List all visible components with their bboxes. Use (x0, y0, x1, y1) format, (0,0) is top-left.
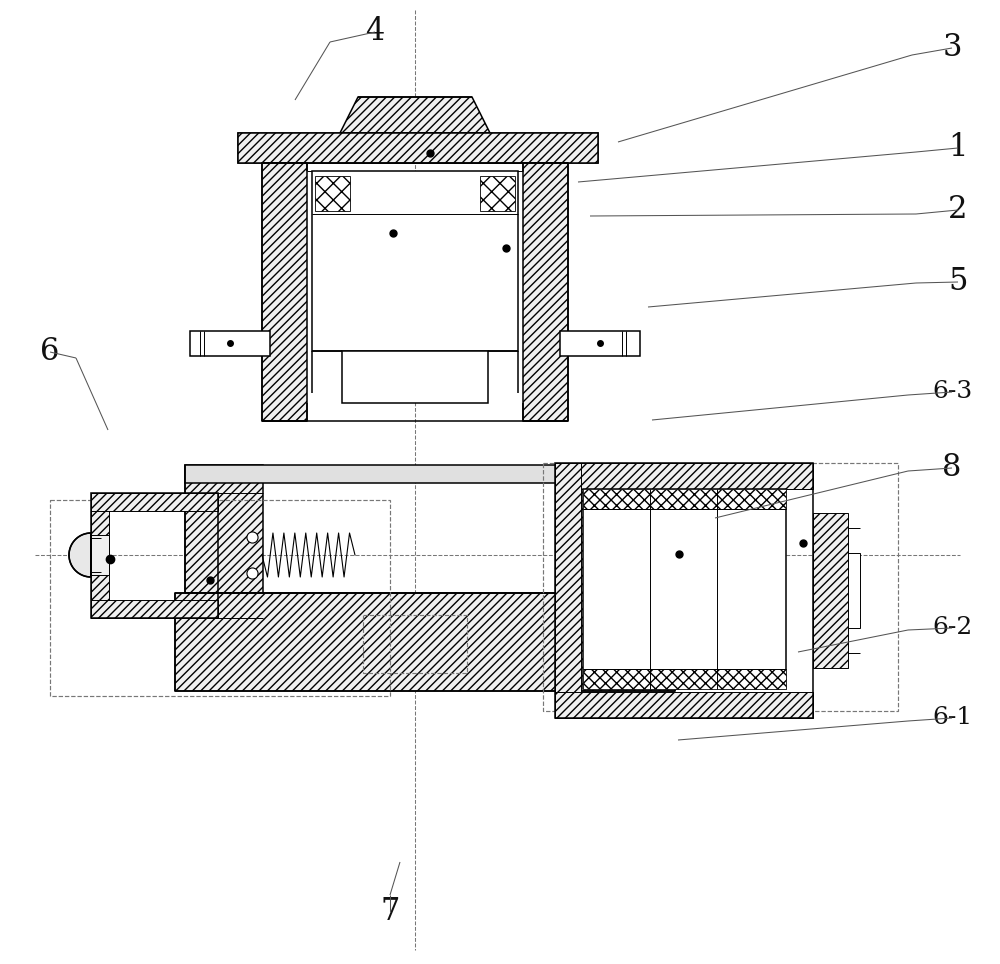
Text: 2: 2 (948, 195, 968, 226)
Bar (583, 489, 786, 509)
Bar (91, 493, 218, 511)
Bar (262, 163, 307, 421)
Bar (363, 615, 467, 673)
Bar (555, 463, 581, 718)
Text: 4: 4 (365, 16, 385, 47)
Bar (523, 163, 568, 421)
Bar (813, 513, 848, 668)
Bar (238, 133, 598, 163)
Bar (91, 535, 109, 575)
Bar (50, 500, 390, 696)
Bar (555, 463, 813, 489)
Text: 6-3: 6-3 (932, 381, 972, 404)
Polygon shape (340, 97, 490, 133)
Bar (583, 489, 786, 689)
Text: 3: 3 (942, 33, 962, 64)
Bar (190, 331, 270, 356)
Bar (185, 465, 263, 593)
Text: 6: 6 (40, 336, 60, 367)
Bar (555, 692, 813, 718)
Bar (543, 463, 898, 711)
Bar (567, 465, 645, 593)
Bar (238, 133, 598, 163)
Bar (560, 331, 640, 356)
Bar (555, 463, 813, 718)
Bar (480, 176, 515, 211)
Bar (185, 465, 645, 483)
Text: 5: 5 (948, 266, 968, 298)
Text: 6-2: 6-2 (932, 617, 972, 639)
Bar (848, 553, 860, 628)
Bar (91, 493, 109, 618)
Polygon shape (69, 533, 91, 577)
Bar (91, 493, 218, 618)
Text: 7: 7 (380, 897, 400, 927)
Text: 8: 8 (942, 452, 962, 484)
Bar (312, 171, 518, 351)
Text: 6-1: 6-1 (932, 707, 972, 730)
Text: 1: 1 (948, 132, 968, 164)
Bar (315, 176, 350, 211)
Bar (342, 351, 488, 403)
Bar (91, 600, 218, 618)
Bar (583, 669, 786, 689)
Bar (175, 593, 675, 691)
